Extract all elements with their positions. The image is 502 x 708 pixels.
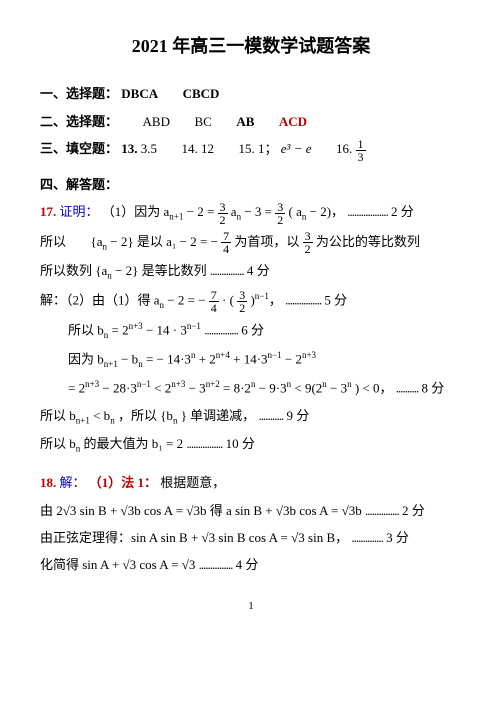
sec4-label: 四、解答题： [40,177,118,192]
sec1-ans2: CBCD [183,86,220,101]
q17-line2: 所以 {an − 2} 是以 a₁ − 2 = − 74 为首项，以 32 为公… [40,230,462,256]
section-1: 一、选择题： DBCA CBCD [40,82,462,105]
sec2-a4: ACD [279,114,307,129]
v14: 12 [201,141,214,156]
q13: 13. [121,141,137,156]
q17-line8: 所以 bn+1 < bn ，所以 {bn } 单调递减， ...........… [40,404,462,429]
q17-line4: 解：（2）由（1）得 an − 2 = − 74 · ( 32 )n−1， ..… [40,288,462,314]
q18-line3: 化简得 sin A + √3 cos A = √3 ..............… [40,553,462,576]
page-title: 2021 年高三一模数学试题答案 [40,30,462,62]
sec2-a1: ABD [143,114,170,129]
q17-line5: 所以 bn = 2n+3 − 14 · 3n−1 ...............… [68,318,462,343]
v15b: e³ − e [281,141,312,156]
q18-line2: 由正弦定理得：sin A sin B + √3 sin B cos A = √3… [40,526,462,549]
v16-frac: 1 3 [356,138,366,163]
sec2-a2: BC [194,114,211,129]
q14: 14. [182,141,198,156]
q17-line1: 17. 证明： （1）因为 an+1 − 2 = 32 an − 3 = 32 … [40,200,462,226]
q16: 16. [336,141,352,156]
sec1-ans1: DBCA [121,86,158,101]
q17-line9: 所以 bn 的最大值为 b₁ = 2 ................ 10 分 [40,432,462,457]
q18-method: （1）法 1： [89,475,157,490]
sec3-label: 三、填空题： [40,141,118,156]
sec2-label: 二、选择题： [40,114,118,129]
section-3: 三、填空题： 13. 3.5 14. 12 15. 1； e³ − e 16. … [40,137,462,163]
sec1-label: 一、选择题： [40,86,118,101]
q18-sol: 解： [60,475,86,490]
q18-line1: 由 2√3 sin B + √3b cos A = √3b 得 a sin B … [40,499,462,522]
q18-header: 18. 解： （1）法 1： 根据题意， [40,471,462,494]
q17-num: 17. [40,204,56,219]
q18-num: 18. [40,475,56,490]
q15: 15. [239,141,255,156]
sec2-a3: AB [236,114,254,129]
q17-line3: 所以数列 {an − 2} 是等比数列 ............... 4 分 [40,259,462,284]
v15a: 1； [258,141,278,156]
page-number: 1 [40,597,462,617]
v13: 3.5 [141,141,157,156]
section-2: 二、选择题： ABD BC AB ACD [40,110,462,133]
q17-line6: 因为 bn+1 − bn = − 14·3n + 2n+4 + 14·3n−1 … [68,347,462,372]
q17-line7: = 2n+3 − 28·3n−1 < 2n+3 − 3n+2 = 8·2n − … [68,376,462,400]
q17-proof: 证明： [60,204,99,219]
